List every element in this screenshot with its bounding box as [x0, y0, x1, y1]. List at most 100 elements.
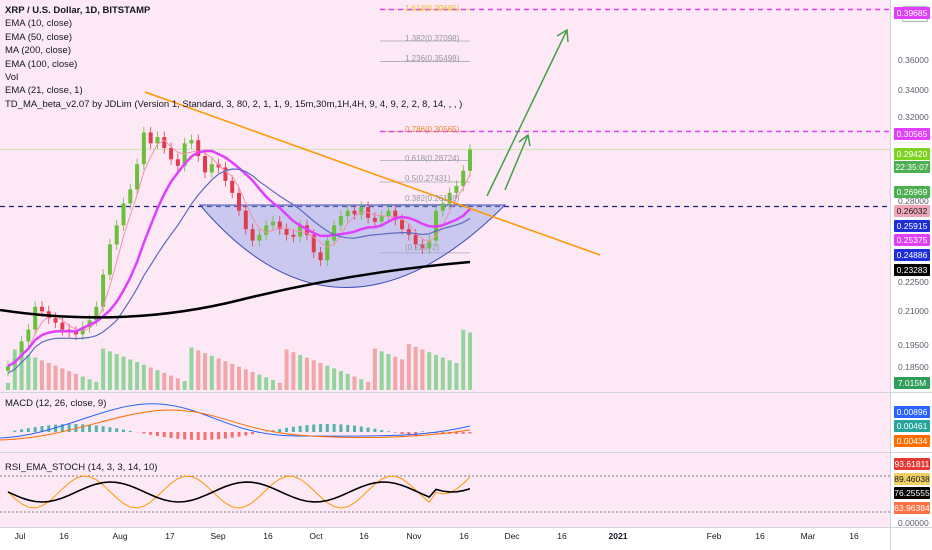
candle-body: [73, 331, 78, 335]
indicator-ema10[interactable]: EMA (10, close): [5, 18, 73, 30]
macd-histogram-bar: [183, 432, 187, 440]
candle-body: [270, 221, 275, 226]
indicator-ema21[interactable]: EMA (21, close, 1): [5, 85, 83, 97]
volume-bar: [304, 357, 309, 390]
ma-200-line: [0, 260, 471, 319]
macd-histogram-bar: [196, 432, 200, 440]
indicator-td-ma[interactable]: TD_MA_beta_v2.07 by JDLim (Version 1, St…: [5, 98, 463, 110]
volume-bar: [19, 352, 24, 390]
arrow-head: [556, 28, 569, 43]
volume-bar: [67, 371, 72, 390]
candle-body: [352, 210, 357, 215]
ema-50-line: [7, 149, 471, 368]
candle-body: [94, 306, 99, 321]
price-tag: 0.30565: [894, 128, 930, 140]
volume-bar: [318, 363, 323, 390]
indicator-ema100[interactable]: EMA (100, close): [5, 58, 78, 70]
volume-tag: 7.015M: [894, 377, 930, 389]
price-tag: 0.26032: [894, 205, 930, 217]
rsi-title[interactable]: RSI_EMA_STOCH (14, 3, 3, 14, 10): [5, 462, 158, 473]
indicator-ma200[interactable]: MA (200, close): [5, 45, 71, 57]
macd-histogram-bar: [251, 432, 255, 435]
macd-histogram-bar: [386, 431, 390, 432]
candle-body: [291, 234, 296, 237]
fib-label: 1.382(0.37098): [405, 34, 460, 43]
x-tick: 17: [165, 531, 175, 541]
projection-arrow: [504, 134, 529, 191]
macd-histogram-bar: [400, 432, 404, 434]
candle-body: [338, 216, 343, 226]
y-tick: 0.19500: [898, 340, 929, 350]
volume-bar: [80, 376, 85, 390]
indicator-vol[interactable]: Vol: [5, 72, 19, 84]
macd-histogram-bar: [155, 432, 159, 437]
macd-histogram-bar: [291, 426, 295, 432]
symbol-title[interactable]: XRP / U.S. Dollar, 1D, BITSTAMP: [5, 5, 151, 16]
volume-bar: [230, 363, 235, 390]
volume-bar: [135, 362, 140, 390]
y-tick: 0.34000: [898, 85, 929, 95]
macd-histogram-bar: [203, 432, 207, 440]
volume-bar: [264, 377, 269, 390]
volume-bar: [169, 375, 174, 390]
volume-bar: [6, 382, 10, 390]
macd-histogram-bar: [94, 425, 98, 432]
rsi-tag: 89.46038: [894, 473, 930, 485]
y-tick: 0.00000: [898, 518, 929, 528]
volume-bar: [107, 351, 112, 390]
y-tick: 0.32000: [898, 112, 929, 122]
macd-histogram-bar: [346, 424, 350, 432]
price-tag: 0.25375: [894, 234, 930, 246]
candle-body: [400, 219, 405, 230]
volume-bar: [196, 350, 201, 390]
macd-histogram-bar: [40, 426, 44, 432]
macd-histogram-bar: [407, 432, 411, 436]
candle-body: [121, 203, 126, 226]
macd-histogram-bar: [217, 432, 221, 440]
projection-arrow: [486, 29, 568, 197]
x-tick: 16: [59, 531, 69, 541]
volume-bar: [345, 373, 350, 390]
volume-bar: [413, 346, 418, 390]
macd-histogram-bar: [230, 432, 234, 438]
candle-body: [379, 216, 384, 222]
fib-label: 1.618(0.39685): [405, 4, 460, 13]
indicator-ema50[interactable]: EMA (50, close): [5, 31, 73, 43]
candle-body: [468, 149, 472, 171]
volume-bar: [447, 360, 452, 390]
volume-bar: [114, 354, 119, 390]
volume-bar: [461, 329, 466, 390]
ema-100-line: [7, 168, 471, 374]
x-tick: 16: [459, 531, 469, 541]
macd-histogram-bar: [81, 424, 85, 432]
y-tick: 0.28000: [898, 196, 929, 206]
macd-histogram-bar: [319, 424, 323, 432]
candle-body: [101, 274, 106, 307]
macd-histogram-bar: [441, 432, 445, 434]
macd-histogram-bar: [285, 427, 289, 432]
rsi-tag: 76.25555: [894, 487, 930, 499]
macd-histogram-bar: [169, 432, 173, 439]
macd-histogram-bar: [312, 424, 316, 432]
macd-histogram-bar: [298, 425, 302, 432]
macd-histogram-bar: [26, 428, 30, 432]
candle-body: [393, 210, 398, 220]
price-tag: 0.39685: [894, 7, 930, 19]
volume-bar: [203, 353, 208, 390]
macd-title[interactable]: MACD (12, 26, close, 9): [5, 398, 107, 409]
macd-histogram-bar: [108, 427, 112, 432]
candle-body: [447, 192, 452, 204]
arrow-head: [518, 133, 531, 147]
x-tick: Mar: [800, 531, 816, 541]
candle-body: [223, 167, 228, 181]
volume-bar: [26, 354, 31, 390]
x-tick: 16: [263, 531, 273, 541]
candle-body: [39, 306, 44, 312]
y-tick: 0.36000: [898, 55, 929, 65]
candle-body: [155, 137, 160, 144]
candle-body: [26, 329, 31, 342]
macd-histogram-bar: [122, 429, 125, 432]
volume-bar: [94, 381, 99, 390]
x-tick: Aug: [112, 531, 128, 541]
